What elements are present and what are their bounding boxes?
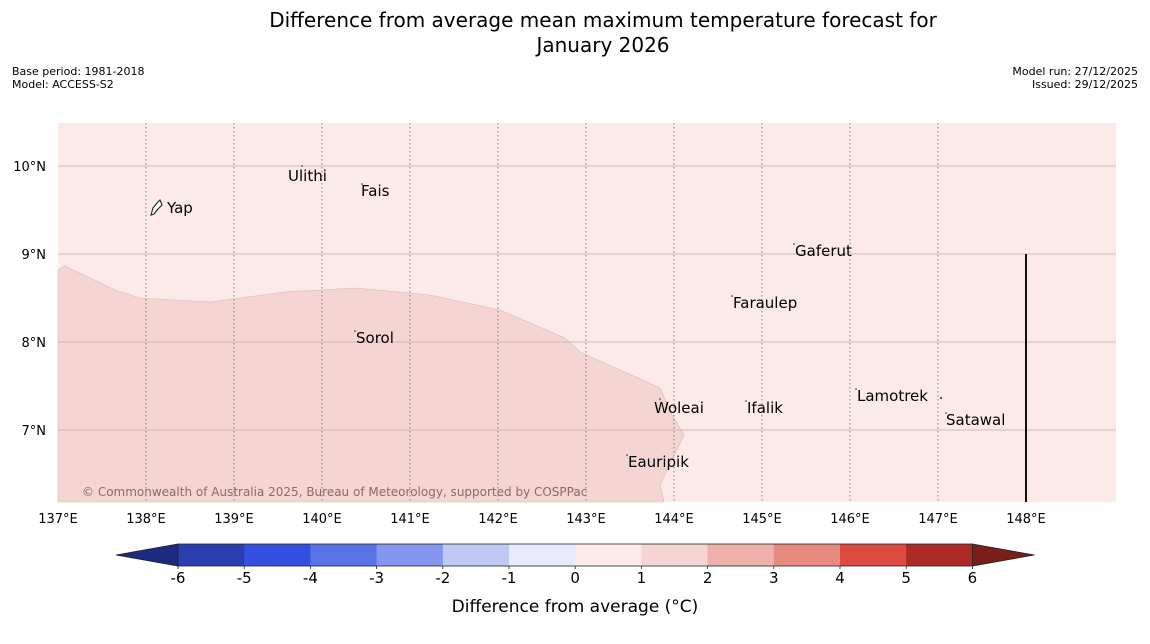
lon-tick-140: 140°E xyxy=(302,512,342,527)
chart-title: Difference from average mean maximum tem… xyxy=(0,8,1150,58)
lamotrek-east-dot xyxy=(940,397,942,399)
place-label-lamotrek: Lamotrek xyxy=(857,387,928,405)
lon-tick-145: 145°E xyxy=(742,512,782,527)
colorbar-tick-label: -1 xyxy=(502,569,517,587)
copyright-notice: © Commonwealth of Australia 2025, Bureau… xyxy=(82,485,587,499)
woleai-dot xyxy=(659,398,661,400)
lon-tick-137: 137°E xyxy=(38,512,78,527)
gaferut-dot xyxy=(793,243,795,245)
colorbar-tick-label: 3 xyxy=(769,569,779,587)
colorbar-segment xyxy=(773,544,841,566)
title-line-2: January 2026 xyxy=(536,33,670,57)
colorbar-segment xyxy=(707,544,775,566)
colorbar-segment xyxy=(178,544,245,566)
lon-tick-148: 148°E xyxy=(1006,512,1046,527)
meridian-grid xyxy=(145,123,939,502)
lon-tick-141: 141°E xyxy=(390,512,430,527)
colorbar-tick-label: -4 xyxy=(303,569,318,587)
island-dots xyxy=(301,165,947,456)
colorbar-tick-label: -6 xyxy=(171,569,186,587)
place-label-satawal: Satawal xyxy=(946,411,1005,429)
colorbar-title: Difference from average (°C) xyxy=(452,597,699,617)
faraulep-dot xyxy=(731,295,733,297)
fais-dot xyxy=(361,183,363,185)
lon-tick-147: 147°E xyxy=(918,512,958,527)
colorbar-segment xyxy=(641,544,708,566)
lon-tick-142: 142°E xyxy=(478,512,518,527)
base-info: Base period: 1981-2018 Model: ACCESS-S2 xyxy=(12,65,144,91)
place-label-ifalik: Ifalik xyxy=(747,399,783,417)
lamotrek-dot xyxy=(855,388,857,390)
ifalik-dot xyxy=(745,400,747,402)
colorbar-over-arrow xyxy=(972,543,1035,567)
latitude-axis: 10°N 9°N 8°N 7°N xyxy=(13,160,46,439)
ulithi-dot xyxy=(301,165,303,167)
lon-tick-139: 139°E xyxy=(214,512,254,527)
place-label-eauripik: Eauripik xyxy=(628,453,689,471)
colorbar-tick-label: 4 xyxy=(835,569,845,587)
lon-tick-138: 138°E xyxy=(126,512,166,527)
base-period: Base period: 1981-2018 xyxy=(12,65,145,78)
sorol-dot xyxy=(354,330,356,332)
lat-tick-9n: 9°N xyxy=(22,248,47,263)
colorbar-segment xyxy=(509,544,576,566)
parallel-grid xyxy=(58,165,1116,431)
colorbar-tick-label: 0 xyxy=(570,569,580,587)
colorbar-segment xyxy=(376,544,444,566)
colorbar-tick-label: -2 xyxy=(435,569,450,587)
colorbar-segment xyxy=(906,544,973,566)
issued-date: Issued: 29/12/2025 xyxy=(1031,78,1138,91)
place-label-faraulep: Faraulep xyxy=(733,294,797,312)
colorbar-tick-label: -3 xyxy=(369,569,384,587)
lon-tick-146: 146°E xyxy=(830,512,870,527)
colorbar: -6 -5 -4 -3 -2 -1 0 1 2 3 4 5 6 xyxy=(115,543,1035,587)
place-label-woleai: Woleai xyxy=(654,399,704,417)
lat-tick-7n: 7°N xyxy=(22,424,47,439)
colorbar-segment xyxy=(310,544,377,566)
zone-1-to-2 xyxy=(57,265,685,503)
lat-tick-10n: 10°N xyxy=(13,160,46,175)
lon-tick-144: 144°E xyxy=(654,512,694,527)
colorbar-tick-label: 5 xyxy=(901,569,911,587)
place-label-yap: Yap xyxy=(166,199,193,217)
lon-tick-143: 143°E xyxy=(566,512,606,527)
satawal-dot xyxy=(945,412,947,414)
colorbar-tick-label: 6 xyxy=(968,569,978,587)
place-label-gaferut: Gaferut xyxy=(795,242,852,260)
colorbar-tick-label: 1 xyxy=(637,569,647,587)
colorbar-segment xyxy=(442,544,510,566)
colorbar-segment xyxy=(244,544,311,566)
lat-tick-8n: 8°N xyxy=(22,336,47,351)
title-line-1: Difference from average mean maximum tem… xyxy=(269,8,937,32)
model-run: Model run: 27/12/2025 xyxy=(1012,65,1138,78)
eauripik-dot xyxy=(626,454,628,456)
longitude-axis: 137°E 138°E 139°E 140°E 141°E 142°E 143°… xyxy=(38,512,1046,527)
place-label-fais: Fais xyxy=(361,182,390,200)
colorbar-tick-label: 2 xyxy=(703,569,713,587)
model-name: Model: ACCESS-S2 xyxy=(12,78,114,91)
place-label-ulithi: Ulithi xyxy=(288,167,327,185)
place-label-sorol: Sorol xyxy=(356,329,394,347)
colorbar-tick-label: -5 xyxy=(237,569,252,587)
colorbar-segment xyxy=(840,544,907,566)
colorbar-under-arrow xyxy=(115,543,179,567)
yap-island-shape xyxy=(150,199,163,216)
run-info: Model run: 27/12/2025 Issued: 29/12/2025 xyxy=(1012,65,1138,91)
colorbar-segment xyxy=(575,544,642,566)
